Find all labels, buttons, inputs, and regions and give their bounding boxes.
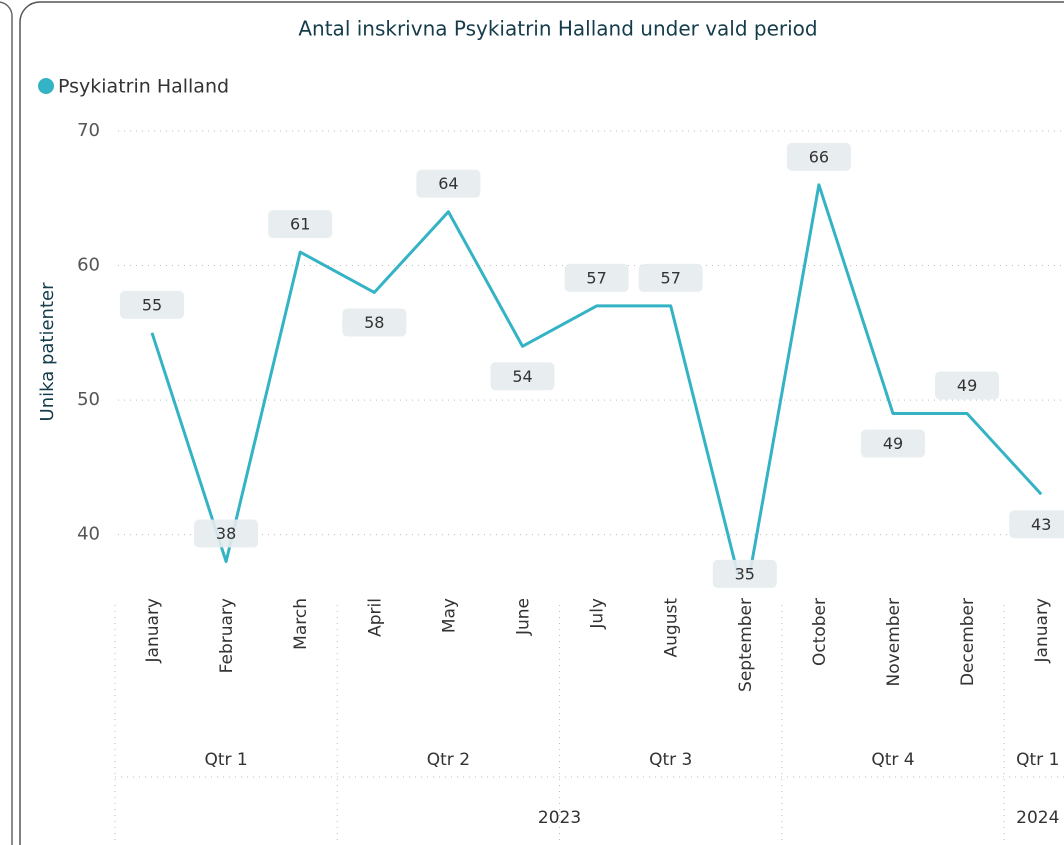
y-tick-label: 40 (77, 524, 100, 545)
data-label-box (564, 263, 629, 292)
data-label-box (120, 290, 184, 319)
y-tick-label: 60 (77, 255, 100, 276)
year-label: 2024 (1016, 808, 1059, 828)
data-label: 57 (586, 268, 606, 287)
x-tick-label: February (217, 598, 237, 673)
chart-title: Antal inskrivna Psykiatrin Halland under… (298, 17, 817, 41)
data-label: 49 (883, 434, 903, 453)
card (19, 1, 1064, 845)
data-label-box (194, 519, 259, 548)
data-label: 61 (290, 215, 310, 234)
data-label-box (786, 142, 851, 171)
x-tick-label: June (514, 598, 534, 636)
x-tick-label: September (736, 598, 756, 692)
data-label-box (268, 210, 333, 239)
data-label: 58 (364, 313, 384, 332)
data-label: 38 (216, 524, 236, 543)
data-label: 35 (735, 564, 755, 583)
x-tick-label: January (143, 598, 163, 663)
data-label: 66 (809, 147, 829, 166)
line (150, 183, 1043, 575)
data-label-box (712, 559, 777, 588)
x-tick-label: December (958, 598, 978, 686)
legend-label: Psykiatrin Halland (58, 76, 229, 98)
x-tick-label: March (291, 598, 311, 650)
data-label-box (490, 362, 555, 391)
side-panel (0, 1, 13, 845)
data-label-box (416, 169, 481, 198)
data-label-box (342, 308, 407, 337)
x-tick-label: November (884, 598, 904, 686)
x-tick-label: July (588, 598, 608, 630)
y-tick-label: 50 (77, 389, 100, 410)
x-tick-label: January (1032, 598, 1052, 663)
data-label-box (1009, 510, 1064, 539)
quarter-label: Qtr 4 (871, 750, 914, 770)
data-label: 55 (142, 295, 162, 314)
y-tick-label: 70 (77, 120, 100, 141)
quarter-label: Qtr 1 (204, 750, 247, 770)
data-label: 57 (661, 268, 681, 287)
data-label: 54 (512, 367, 532, 386)
x-tick-label: October (810, 598, 830, 666)
data-label-box (638, 263, 703, 292)
x-tick-label: May (439, 598, 459, 633)
legend-dot (38, 78, 54, 94)
quarter-label: Qtr 2 (427, 750, 470, 770)
quarter-label: Qtr 3 (649, 750, 692, 770)
data-label-box (935, 371, 1000, 400)
data-label: 64 (438, 174, 458, 193)
x-tick-label: April (365, 598, 385, 637)
year-label: 2023 (538, 808, 581, 828)
data-label: 49 (957, 376, 977, 395)
y-axis-label: Unika patienter (37, 282, 58, 422)
data-label-box (861, 429, 925, 458)
quarter-label: Qtr 1 (1016, 750, 1059, 770)
data-label: 43 (1031, 515, 1051, 534)
x-tick-label: August (662, 598, 682, 658)
